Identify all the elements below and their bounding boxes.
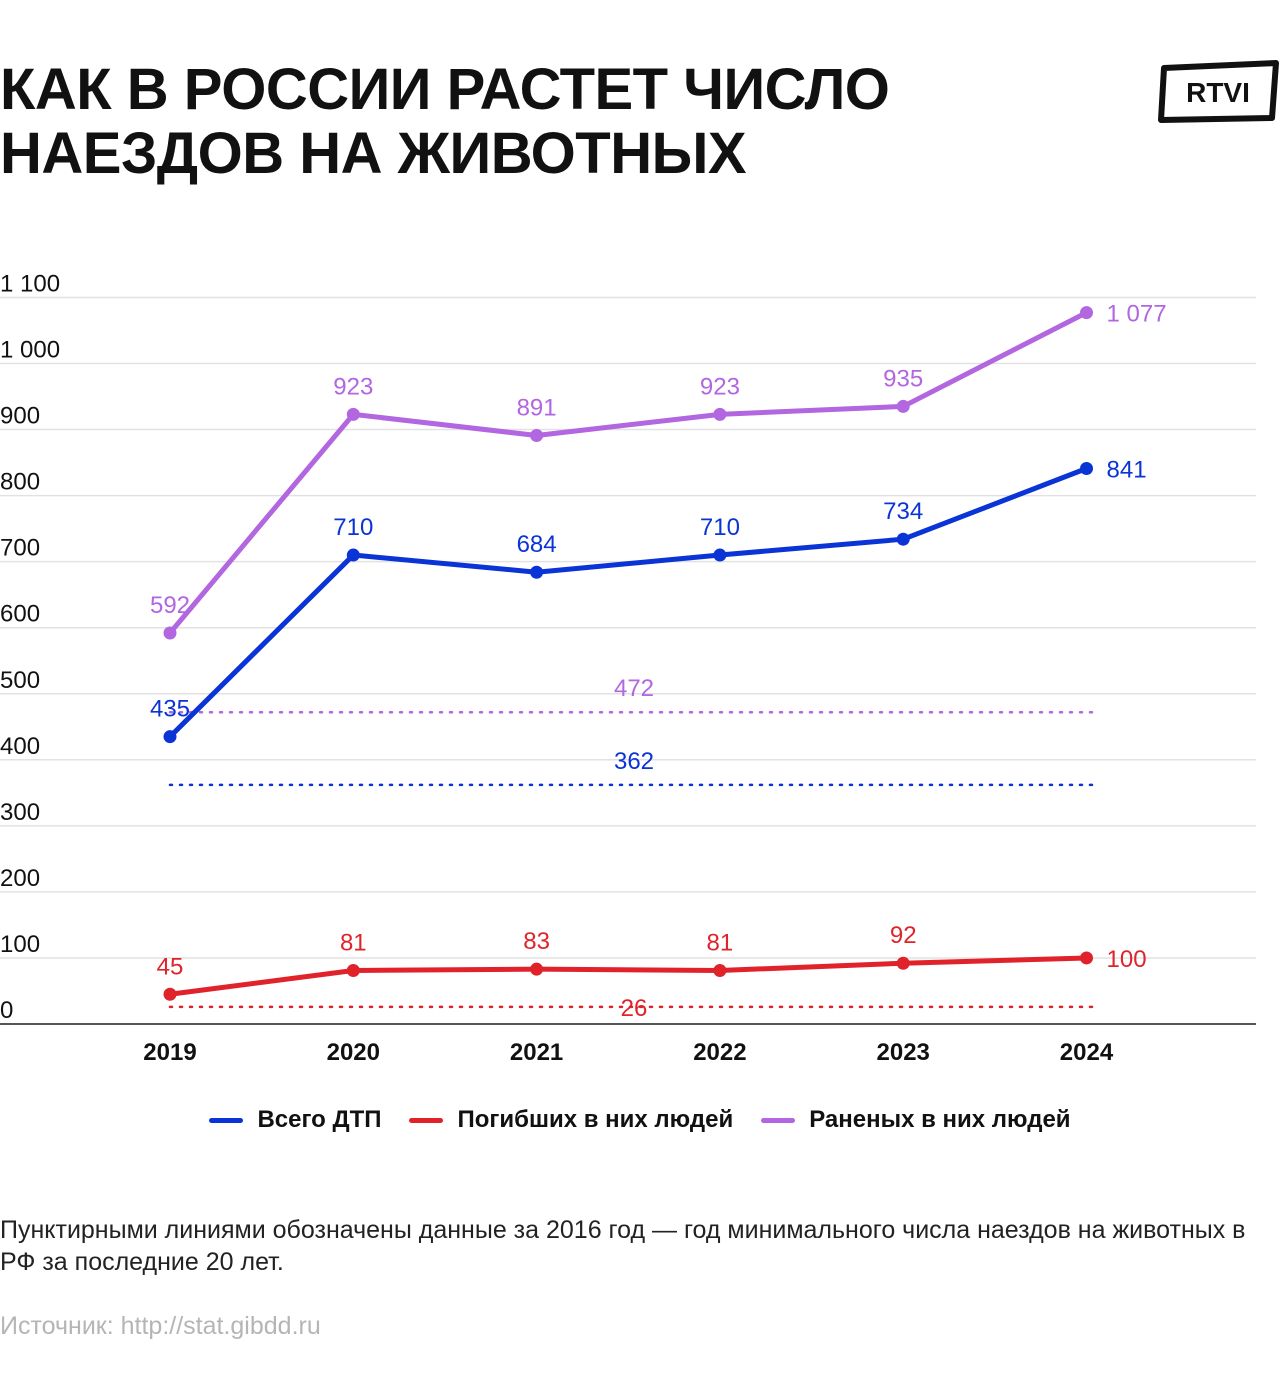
legend-label-injured: Раненых в них людей [809, 1106, 1071, 1133]
legend-label-killed: Погибших в них людей [457, 1106, 734, 1133]
y-tick-label: 900 [0, 403, 40, 430]
legend-item-total: Всего ДТП [209, 1106, 381, 1134]
data-label: 45 [157, 953, 184, 980]
data-label: 435 [150, 696, 190, 723]
y-tick-label: 1 000 [0, 337, 60, 364]
x-tick-label: 2024 [1060, 1039, 1114, 1066]
legend-swatch-blue [209, 1117, 244, 1123]
legend-item-killed: Погибших в них людей [409, 1106, 733, 1134]
y-tick-label: 1 100 [0, 270, 60, 297]
data-label: 100 [1107, 946, 1147, 973]
legend-item-injured: Раненых в них людей [761, 1106, 1071, 1134]
legend: Всего ДТП Погибших в них людей Раненых в… [0, 1106, 1280, 1134]
rtvi-logo: RTVI [1158, 60, 1279, 123]
reference-label: 362 [614, 748, 654, 775]
data-point [1080, 951, 1093, 965]
data-label: 83 [523, 928, 550, 955]
data-point [163, 987, 177, 1001]
x-tick-label: 2023 [877, 1039, 930, 1066]
y-tick-label: 400 [0, 733, 40, 760]
data-label: 710 [700, 514, 740, 541]
data-label: 1 077 [1107, 301, 1167, 328]
data-point [530, 565, 544, 579]
chart-title-line-1: КАК В РОССИИ РАСТЕТ ЧИСЛО [0, 57, 890, 122]
data-label: 684 [517, 531, 557, 558]
y-tick-label: 700 [0, 535, 40, 562]
data-label: 81 [707, 929, 734, 956]
line-chart: 0 100 200 300 400 500 600 700 800 900 1 000 1 100 20… [0, 270, 1256, 1066]
y-tick-label: 0 [0, 997, 13, 1024]
data-point [896, 532, 910, 546]
x-tick-label: 2019 [143, 1039, 196, 1066]
data-point [896, 399, 910, 413]
data-label: 923 [333, 373, 373, 400]
data-label: 710 [333, 514, 373, 541]
data-point [163, 730, 177, 744]
footnote: Пунктирными линиями обозначены данные за… [0, 1216, 1246, 1276]
x-tick-label: 2021 [510, 1039, 563, 1066]
y-tick-label: 200 [0, 865, 40, 892]
data-label: 92 [890, 922, 917, 949]
data-point [1080, 462, 1093, 476]
x-tick-label: 2020 [327, 1039, 380, 1066]
data-point [713, 548, 727, 562]
y-tick-label: 100 [0, 931, 40, 958]
data-point [896, 956, 910, 970]
source-text: Источник: http://stat.gibdd.ru [0, 1312, 321, 1340]
data-label: 81 [340, 929, 367, 956]
y-tick-label: 300 [0, 799, 40, 826]
y-tick-label: 500 [0, 667, 40, 694]
legend-swatch-red [409, 1117, 444, 1123]
data-label: 935 [883, 365, 923, 392]
y-tick-label: 800 [0, 469, 40, 496]
data-point [713, 963, 727, 977]
reference-label: 26 [621, 995, 648, 1022]
data-point [530, 428, 544, 442]
legend-swatch-purple [761, 1117, 796, 1123]
series-line [167, 466, 1089, 740]
chart-title-line-2: НАЕЗДОВ НА ЖИВОТНЫХ [0, 121, 747, 186]
y-tick-label: 600 [0, 601, 40, 628]
data-label: 592 [150, 592, 190, 619]
x-tick-label: 2022 [693, 1039, 746, 1066]
data-label: 891 [517, 394, 557, 421]
legend-label-total: Всего ДТП [257, 1106, 382, 1133]
data-label: 734 [883, 498, 923, 525]
series-line [167, 310, 1089, 636]
data-point [713, 407, 727, 421]
series-line [167, 955, 1089, 997]
data-point [346, 407, 360, 421]
chart-title: КАК В РОССИИ РАСТЕТ ЧИСЛО НАЕЗДОВ НА ЖИВ… [0, 58, 1100, 186]
data-point [1080, 306, 1093, 320]
data-point [346, 548, 360, 562]
data-label: 841 [1107, 457, 1147, 484]
reference-label: 472 [614, 675, 654, 702]
data-point [163, 626, 177, 640]
data-label: 923 [700, 373, 740, 400]
logo-text: RTVI [1186, 77, 1250, 108]
data-point [346, 963, 360, 977]
data-point [530, 962, 544, 976]
